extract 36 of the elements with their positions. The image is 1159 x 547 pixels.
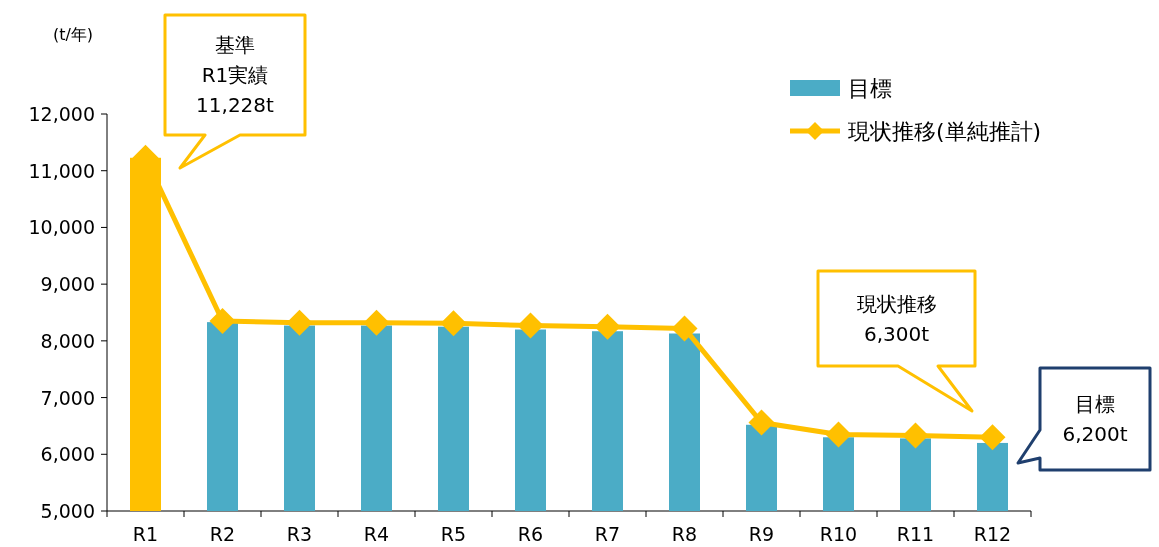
x-tick-label: R9 [748, 523, 775, 545]
x-tick-label: R12 [973, 523, 1012, 545]
x-tick-label: R2 [209, 523, 236, 545]
point [517, 312, 544, 339]
x-tick-label: R6 [517, 523, 544, 545]
y-tick-label: 7,000 [40, 386, 95, 409]
y-tick-label: 12,000 [28, 103, 95, 125]
point [440, 310, 467, 337]
x-tick-label: R11 [896, 523, 935, 545]
legend-label: 現状推移(単純推計) [848, 119, 1042, 144]
y-tick-label: 5,000 [40, 500, 95, 522]
point [594, 313, 621, 340]
point [748, 409, 775, 436]
y-axis-title: (t/年) [52, 25, 94, 44]
y-tick-label: 9,000 [40, 273, 95, 296]
x-tick-label: R7 [594, 523, 621, 545]
point [209, 308, 236, 335]
point [979, 424, 1006, 451]
x-tick-label: R8 [671, 523, 698, 545]
point [825, 421, 852, 448]
y-tick-label: 8,000 [40, 329, 95, 352]
legend-label: 目標 [848, 76, 892, 101]
x-tick-label: R1 [132, 523, 159, 545]
x-tick-label: R4 [363, 523, 390, 545]
annotation: 現状推移 6,300t [856, 291, 937, 346]
point [286, 309, 313, 336]
point [902, 422, 929, 449]
x-tick-label: R3 [286, 523, 313, 545]
point [363, 309, 390, 336]
annotation: 基準 R1実績 11,228t [196, 33, 275, 117]
x-tick-label: R5 [440, 523, 467, 545]
y-tick-label: 11,000 [28, 159, 95, 182]
point [671, 315, 698, 342]
x-tick-label: R10 [819, 523, 858, 545]
y-tick-label: 10,000 [28, 216, 95, 239]
y-tick-label: 6,000 [40, 443, 95, 466]
